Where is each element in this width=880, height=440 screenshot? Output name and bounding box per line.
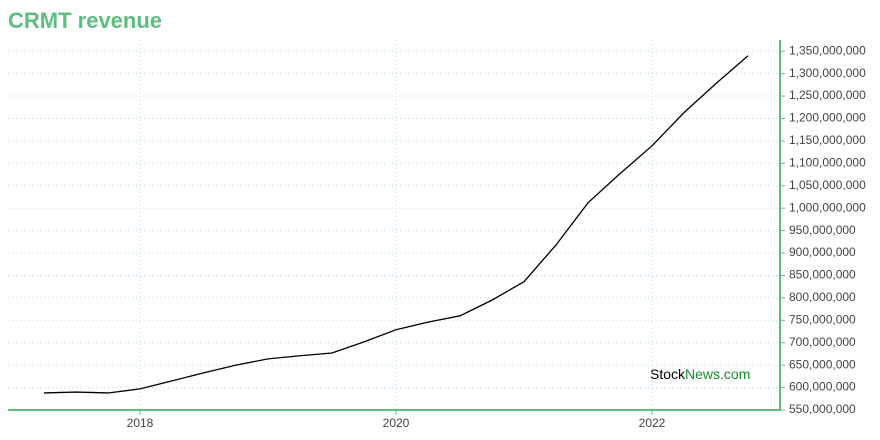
y-tick-label: 550,000,000 (789, 402, 856, 416)
revenue-line (43, 55, 749, 394)
y-tick-label: 900,000,000 (789, 245, 856, 259)
y-tick-label: 1,200,000,000 (789, 111, 866, 125)
y-tick-label: 750,000,000 (789, 312, 856, 326)
x-tick-label: 2020 (383, 416, 410, 430)
chart-title: CRMT revenue (8, 8, 162, 33)
y-tick-label: 1,100,000,000 (789, 156, 866, 170)
y-tick-label: 1,150,000,000 (789, 133, 866, 147)
y-tick-label: 700,000,000 (789, 335, 856, 349)
y-tick-label: 800,000,000 (789, 290, 856, 304)
watermark-news: News.com (685, 366, 750, 382)
y-tick-label: 1,000,000,000 (789, 200, 866, 214)
x-tick-label: 2022 (639, 416, 666, 430)
watermark: StockNews.com (650, 366, 750, 382)
y-tick-label: 950,000,000 (789, 223, 856, 237)
y-tick-label: 1,300,000,000 (789, 66, 866, 80)
y-tick-label: 1,050,000,000 (789, 178, 866, 192)
x-tick-label: 2018 (127, 416, 154, 430)
y-tick-label: 600,000,000 (789, 380, 856, 394)
watermark-stock: Stock (650, 366, 686, 382)
y-tick-label: 650,000,000 (789, 357, 856, 371)
y-tick-label: 1,250,000,000 (789, 88, 866, 102)
y-tick-label: 850,000,000 (789, 268, 856, 282)
y-tick-label: 1,350,000,000 (789, 43, 866, 57)
